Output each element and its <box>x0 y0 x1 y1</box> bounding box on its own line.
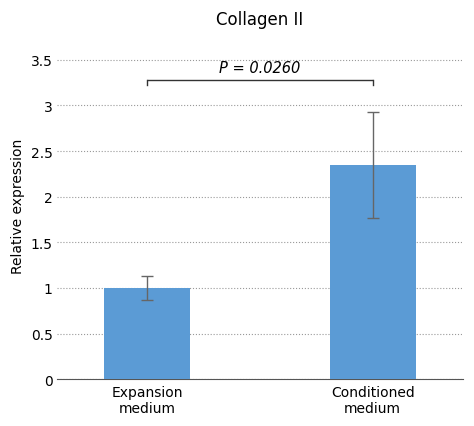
Bar <box>104 288 190 379</box>
Title: Collagen II: Collagen II <box>216 11 303 29</box>
Y-axis label: Relative expression: Relative expression <box>11 139 25 274</box>
Text: P = 0.0260: P = 0.0260 <box>219 61 301 76</box>
Bar <box>330 165 416 379</box>
